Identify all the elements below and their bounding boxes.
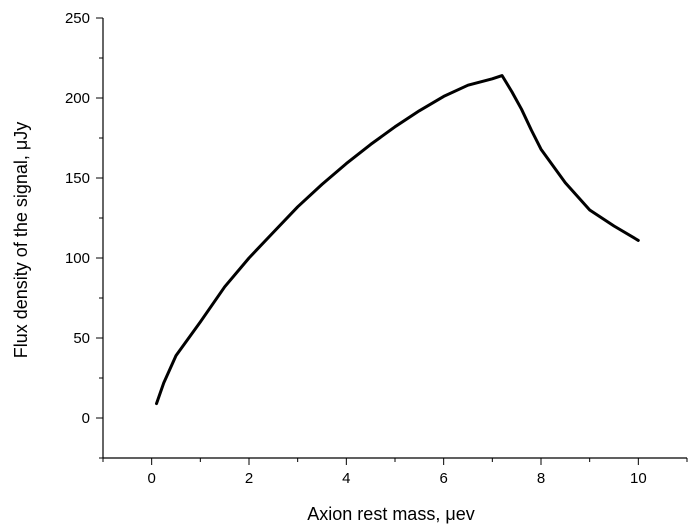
y-tick-label: 0 — [82, 410, 90, 427]
x-tick-label: 8 — [537, 470, 545, 487]
x-axis-title: Axion rest mass, μev — [307, 504, 474, 524]
y-axis: 0 50 100 150 200 250 — [65, 10, 104, 459]
y-tick-label: 250 — [65, 10, 90, 27]
y-tick-label: 50 — [73, 330, 90, 347]
x-tick-label: 0 — [147, 470, 155, 487]
y-tick-label: 200 — [65, 90, 90, 107]
x-axis: 0 2 4 6 8 10 — [102, 457, 688, 487]
x-tick-label: 4 — [342, 470, 350, 487]
x-tick-label: 10 — [630, 470, 647, 487]
series-line — [155, 74, 640, 406]
x-ticks: 0 2 4 6 8 10 — [102, 458, 688, 487]
x-tick-label: 6 — [439, 470, 447, 487]
x-tick-label: 2 — [245, 470, 253, 487]
y-tick-label: 100 — [65, 250, 90, 267]
y-tick-label: 150 — [65, 170, 90, 187]
y-ticks: 0 50 100 150 200 250 — [65, 10, 103, 459]
y-axis-title: Flux density of the signal, μJy — [11, 122, 31, 358]
